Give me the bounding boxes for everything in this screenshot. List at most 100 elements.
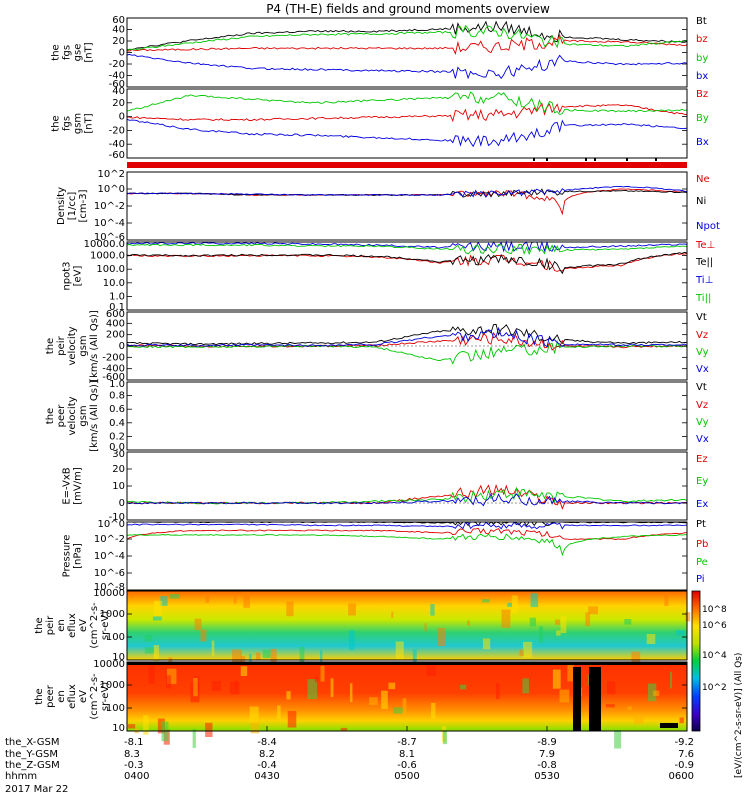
spectrogram-streak [633, 717, 644, 724]
spectrogram-streak [430, 604, 435, 616]
y-axis-label-line: [nPa] [73, 543, 84, 569]
y-tick-label: 0 [119, 112, 125, 123]
spectrogram-streak [262, 649, 271, 658]
spectrogram-streak [330, 678, 334, 697]
spectrogram-streak [194, 618, 202, 631]
y-axis-label-line: the [45, 408, 56, 424]
y-tick-label: 10^-6 [94, 568, 125, 579]
y-axis-label-line: gse [73, 44, 84, 62]
legend-entry: Vz [696, 400, 708, 411]
colorbar-tick-0: 10^8 [702, 605, 727, 615]
y-tick-label: 40 [112, 25, 125, 36]
spectrogram-streak [555, 619, 560, 625]
colorbar-tick-1: 10^6 [702, 621, 727, 631]
y-tick-label: 10.0 [103, 278, 125, 289]
spectrogram-streak [348, 630, 355, 651]
y-tick-label: 10^-6 [94, 232, 125, 243]
spectrogram-streak [144, 634, 153, 642]
y-tick-label: 400 [106, 318, 125, 329]
y-tick-label: 0 [119, 48, 125, 59]
y-axis-label-line: eflux [67, 613, 78, 638]
y-axis-label-line: the [45, 338, 56, 354]
y-tick-label: -40 [109, 139, 125, 150]
colorbar-label: [eV/(cm^2-s-sr-eV)] (All Qs) [734, 653, 744, 778]
y-tick-label: 100 [106, 632, 125, 643]
legend-entry: Vy [696, 417, 709, 428]
spectrogram-streak [685, 612, 691, 622]
y-axis-label-line: sr-eV) [100, 611, 111, 640]
y-tick-label: 1000 [100, 680, 125, 691]
ephemeris-value: 0500 [394, 771, 419, 782]
colorbar-tick-3: 10^2 [702, 683, 727, 693]
data-gap [573, 667, 581, 731]
legend-entry: Bx [696, 137, 709, 148]
panel-background [127, 18, 687, 87]
legends: Bt bz by bx Bz By Bx Ne Ni Npot Te⊥ Te|| Ti⊥ Ti|| Vt Vz… [695, 16, 720, 585]
spectrogram-streak [229, 681, 240, 695]
spectrogram-streak [233, 595, 237, 604]
series-Vt [126, 323, 688, 346]
spectrogram-streak [240, 666, 248, 676]
y-axis-label-line: [nT] [84, 113, 95, 133]
status-marker [626, 158, 628, 161]
spectrogram-streak [166, 668, 177, 685]
ephemeris-value: 0400 [124, 771, 149, 782]
spectrogram-streak [388, 682, 396, 690]
spectrogram-streak [560, 616, 567, 634]
legend-entry: Pt [696, 519, 706, 530]
y-tick-label: 10000 [93, 659, 125, 670]
legend-entry: Ey [696, 476, 708, 487]
ephemeris-value: -8.9 [537, 737, 557, 748]
spectrogram-2 [127, 662, 687, 731]
series-Bz [127, 102, 688, 123]
legend-entry: Ni [696, 196, 706, 207]
spectrogram-streak [192, 729, 196, 748]
spectrogram-streak [482, 599, 490, 603]
ephemeris-value: -9.2 [674, 737, 694, 748]
status-marker [594, 158, 596, 161]
spectrogram-streak [501, 609, 511, 628]
plot-title: P4 (TH-E) fields and ground moments over… [266, 2, 550, 16]
y-tick-label: 10^2 [98, 169, 125, 180]
y-tick-label: 10 [112, 481, 125, 492]
y-tick-label: 10^-2 [94, 534, 125, 545]
y-axis-label-line: fgs [62, 45, 73, 60]
spectrogram-streak [249, 706, 259, 723]
legend-entry: Bt [696, 16, 707, 27]
spectrogram-streak [307, 679, 318, 700]
spectrogram-streak [664, 592, 669, 606]
panel-10: 10000 1000 100 10 [93, 659, 688, 749]
y-tick-label: 0.0 [109, 442, 125, 453]
y-axis-label-line: en [56, 619, 67, 632]
legend-entry: Vt [696, 382, 707, 393]
legend-entry: bz [696, 34, 708, 45]
y-tick-label: 1000.0 [90, 251, 125, 262]
spectrogram-streak [646, 633, 656, 645]
spectrogram-streak [459, 684, 467, 690]
spectrogram-streak [155, 601, 159, 607]
y-tick-label: 10^-8 [94, 582, 125, 593]
panel-background [127, 172, 687, 240]
y-tick-label: 0.2 [109, 431, 125, 442]
spectrogram-streak [529, 617, 536, 627]
series-bx [126, 53, 688, 80]
series-Vy [126, 339, 688, 365]
spectrogram-streak [277, 705, 281, 719]
date-label: 2017 Mar 22 [5, 784, 68, 795]
legend-entry: Ez [696, 454, 708, 465]
spectrogram-streak [165, 675, 172, 689]
spectrogram-streak [255, 652, 261, 660]
ephemeris-value: 0600 [669, 771, 694, 782]
spectrogram-streak [559, 689, 570, 703]
spectrogram-streak [286, 601, 294, 617]
legend-entry: Vt [696, 312, 707, 323]
spectrogram-streak [287, 711, 297, 728]
panel-frame [126, 381, 688, 451]
y-tick-label: -400 [102, 364, 125, 375]
series-Bx [126, 118, 688, 148]
spectrogram-streak [148, 664, 155, 684]
colorbar-gradient [691, 590, 701, 732]
y-axis-label-line: peir [56, 335, 67, 355]
